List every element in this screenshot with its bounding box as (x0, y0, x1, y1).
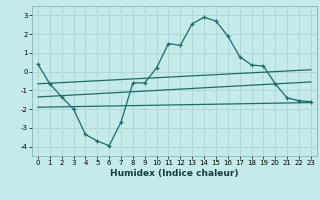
X-axis label: Humidex (Indice chaleur): Humidex (Indice chaleur) (110, 169, 239, 178)
